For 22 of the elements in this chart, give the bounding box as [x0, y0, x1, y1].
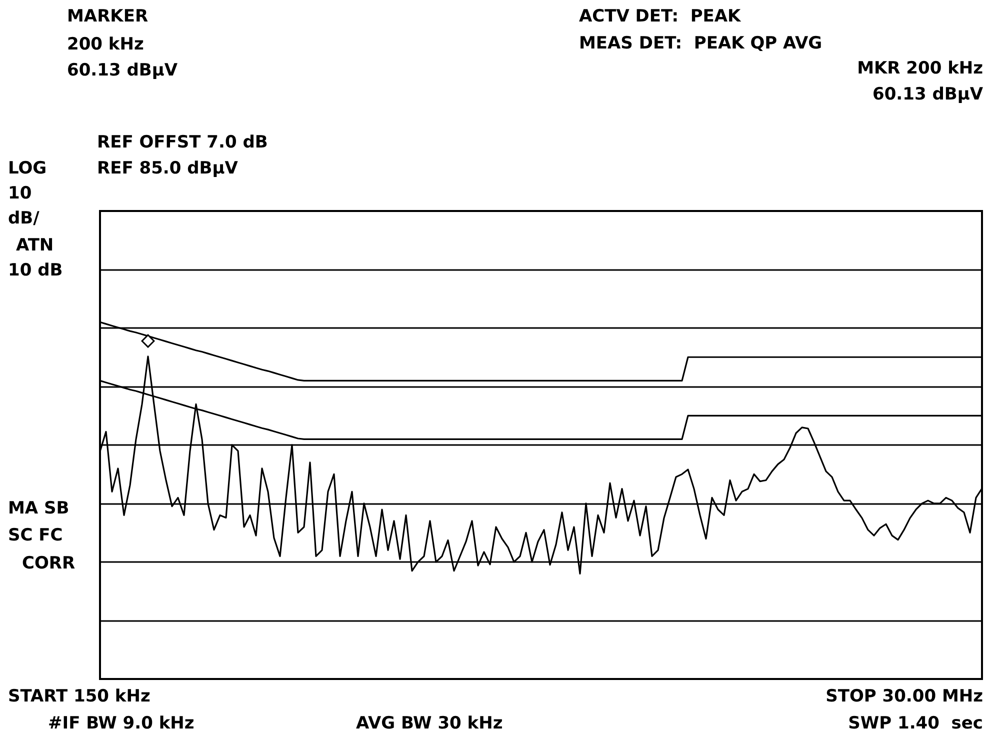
text: SC FC	[8, 526, 63, 546]
text: 200 kHz	[67, 34, 144, 54]
text: 10	[8, 184, 32, 204]
text: dB/	[8, 208, 40, 228]
text: 60.13 dBμV	[67, 60, 178, 80]
text: MA SB	[8, 498, 70, 518]
text: ATN	[16, 236, 54, 256]
text: STOP 30.00 MHz	[826, 686, 984, 706]
text: #IF BW 9.0 kHz	[48, 714, 194, 734]
text: ACTV DET: PEAK	[579, 6, 742, 26]
text: 60.13 dBμV	[872, 84, 984, 104]
text: MEAS DET: PEAK QP AVG	[579, 34, 822, 54]
text: CORR	[22, 554, 76, 574]
text: AVG BW 30 kHz	[356, 714, 503, 734]
text: START 150 kHz	[8, 686, 150, 706]
text: MKR 200 kHz	[857, 58, 984, 78]
text: REF 85.0 dBμV	[97, 158, 239, 178]
text: MARKER	[67, 6, 148, 26]
text: 10 dB	[8, 260, 63, 280]
text: LOG	[8, 158, 47, 178]
text: SWP 1.40 sec	[848, 714, 984, 734]
text: REF OFFST 7.0 dB	[97, 132, 268, 152]
